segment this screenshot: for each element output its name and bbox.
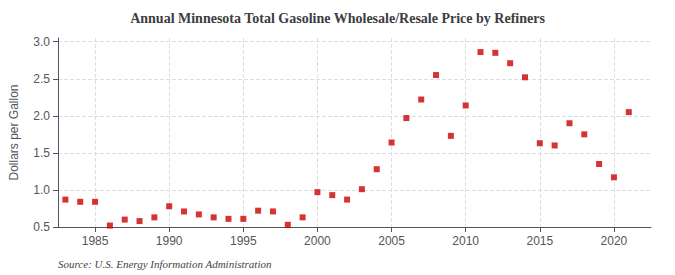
svg-text:2.0: 2.0 — [33, 109, 50, 123]
svg-text:2015: 2015 — [526, 234, 553, 248]
svg-text:0.5: 0.5 — [33, 220, 50, 234]
svg-text:Annual Minnesota Total Gasolin: Annual Minnesota Total Gasoline Wholesal… — [130, 11, 545, 26]
svg-text:1985: 1985 — [82, 234, 109, 248]
svg-text:1.5: 1.5 — [33, 146, 50, 160]
svg-text:1995: 1995 — [230, 234, 257, 248]
svg-text:1.0: 1.0 — [33, 183, 50, 197]
svg-text:2020: 2020 — [601, 234, 628, 248]
svg-text:Dollars per Gallon: Dollars per Gallon — [7, 84, 21, 180]
svg-text:2005: 2005 — [378, 234, 405, 248]
svg-text:Source: U.S. Energy Informatio: Source: U.S. Energy Information Administ… — [58, 258, 272, 270]
svg-text:3.0: 3.0 — [33, 35, 50, 49]
svg-text:2000: 2000 — [304, 234, 331, 248]
svg-text:2010: 2010 — [452, 234, 479, 248]
svg-text:2.5: 2.5 — [33, 72, 50, 86]
svg-text:1990: 1990 — [156, 234, 183, 248]
